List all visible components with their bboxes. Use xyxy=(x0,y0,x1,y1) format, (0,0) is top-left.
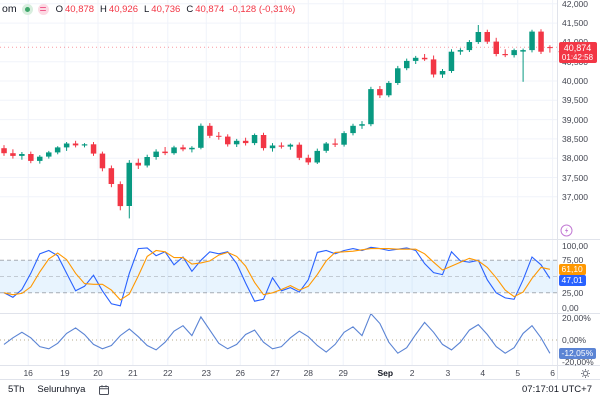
status-dot-icon xyxy=(24,6,30,12)
price-tick-label: 38,500 xyxy=(562,133,588,144)
bar-countdown: 01:42:58 xyxy=(561,52,594,62)
symbol-name[interactable]: om xyxy=(2,3,17,15)
stoch-line xyxy=(3,248,551,301)
go-to-date-button[interactable] xyxy=(98,384,110,396)
ohlc-field-value: 40,926 xyxy=(108,3,138,15)
grid-vertical xyxy=(27,0,554,365)
symbol-legend: om O 40,878 H 40,926 L 40,736 C 40,874 -0,128 (-… xyxy=(2,3,295,15)
osc-tick-label: 0,00% xyxy=(562,335,587,345)
grid-horizontal xyxy=(0,3,557,198)
stoch-tick-label: 100,00 xyxy=(562,241,588,251)
time-tick-label: 5 xyxy=(515,368,521,378)
price-scale-plus-icon[interactable]: + xyxy=(557,47,564,57)
osc-line xyxy=(3,312,551,354)
price-tick-label: 41,500 xyxy=(562,18,588,29)
stoch-tick-label: 75,00 xyxy=(562,255,584,266)
market-status-icon[interactable] xyxy=(21,3,33,15)
stoch-k-value-label: 47,01 xyxy=(558,275,586,287)
osc-value-label: -12,05% xyxy=(558,347,597,359)
symbol-notes-icon[interactable] xyxy=(37,3,49,15)
ohlc-field-value: 40,878 xyxy=(64,3,95,15)
ohlc-field-label: L xyxy=(143,3,150,15)
price-tick-label: 39,000 xyxy=(562,114,588,125)
price-tick-label: 42,000 xyxy=(562,0,588,9)
bottom-toolbar: 5Th Seluruhnya 07:17:01 UTC+7 xyxy=(0,378,600,400)
time-tick-label: 26 xyxy=(235,368,246,378)
stoch-tick-label: 0,00 xyxy=(562,303,579,313)
ohlc-field-value: 40,736 xyxy=(151,3,181,15)
time-tick-label: 29 xyxy=(338,368,348,378)
ohlc-values: O 40,878 H 40,926 L 40,736 C 40,874 -0,128 (-0,3… xyxy=(54,4,296,15)
time-tick-label: 6 xyxy=(550,368,555,378)
time-tick-label: 3 xyxy=(445,368,451,378)
ohlc-field-label: H xyxy=(100,3,107,15)
settings-gear-icon[interactable] xyxy=(580,366,591,378)
lightning-icon[interactable] xyxy=(560,224,573,237)
time-tick-label: 22 xyxy=(163,368,173,378)
ohlc-field-label: C xyxy=(186,3,194,15)
last-price-label: 40,874 01:42:58 xyxy=(558,41,597,63)
stoch-tick-label: 25,00 xyxy=(562,287,584,298)
ohlc-field-value: 40,874 xyxy=(195,3,225,15)
osc-tick-label: -20,00% xyxy=(562,357,594,367)
time-tick-label: 2 xyxy=(409,368,415,378)
time-axis[interactable]: 16 19 20 21 22 23 26 27 28 29 Sep 2 3 4 5 6 xyxy=(0,366,557,379)
stoch-line xyxy=(3,246,551,307)
stoch-band xyxy=(0,260,557,293)
price-tick-label: 37,000 xyxy=(562,191,588,202)
time-tick-label: 4 xyxy=(480,368,486,378)
ohlc-field-label: O xyxy=(55,3,63,15)
calendar-icon xyxy=(99,384,110,395)
candles-layer xyxy=(1,25,553,219)
date-range-button[interactable]: 5Th xyxy=(8,384,25,396)
last-price-value: 40,874 xyxy=(563,42,592,53)
time-tick-label: 16 xyxy=(23,368,33,378)
time-tick-label: 20 xyxy=(93,368,103,378)
time-tick-label: Sep xyxy=(377,368,394,378)
price-tick-label: 37,500 xyxy=(562,172,588,183)
time-tick-label: 28 xyxy=(303,368,314,378)
clock-timezone-button[interactable]: 07:17:01 UTC+7 xyxy=(522,384,592,396)
time-tick-label: 23 xyxy=(201,368,212,378)
time-tick-label: 27 xyxy=(270,368,280,378)
price-tick-label: 38,000 xyxy=(562,153,588,164)
time-tick-label: 21 xyxy=(128,368,138,378)
price-tick-label: 39,500 xyxy=(562,95,588,106)
stoch-d-value-label: 61,10 xyxy=(558,263,586,275)
price-tick-label: 40,000 xyxy=(562,76,588,86)
range-all-button[interactable]: Seluruhnya xyxy=(37,384,86,396)
change-value: -0,128 (-0,31%) xyxy=(229,3,296,15)
osc-tick-label: 20,00% xyxy=(562,313,591,323)
time-tick-label: 19 xyxy=(60,368,70,378)
